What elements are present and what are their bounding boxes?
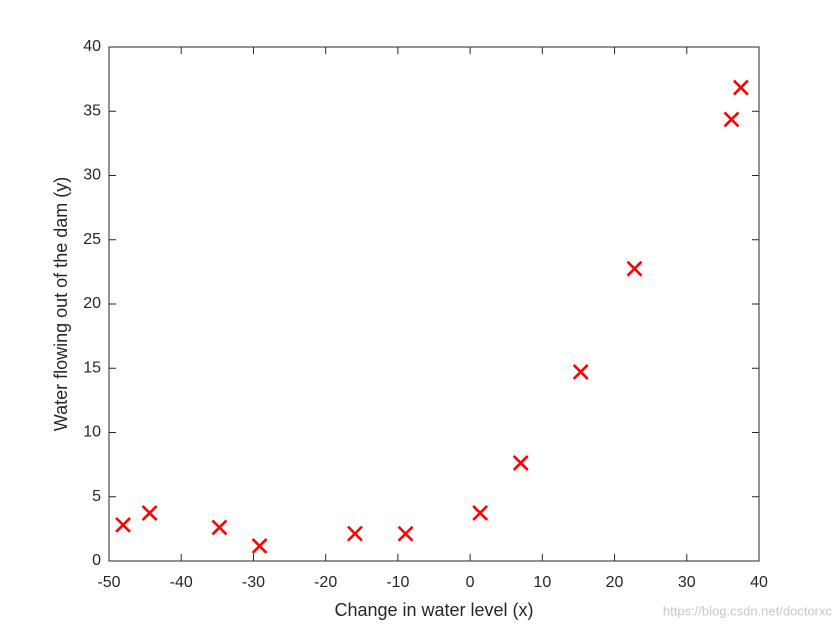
- x-tick-label: -10: [386, 574, 409, 591]
- point: [211, 519, 228, 536]
- x-tick-label: -20: [314, 574, 337, 591]
- x-tick-label: -50: [97, 574, 120, 591]
- x-tick-label: 40: [750, 574, 768, 591]
- y-tick-label: 40: [83, 38, 101, 55]
- point: [572, 364, 589, 380]
- point: [472, 505, 489, 521]
- x-tick-label: 30: [678, 574, 696, 591]
- y-tick-label: 30: [83, 167, 101, 184]
- y-tick-label: 5: [92, 488, 101, 505]
- x-tick-label: -30: [242, 574, 265, 591]
- y-tick-label: 20: [83, 295, 101, 312]
- x-tick-label: -40: [170, 574, 193, 591]
- y-tick-label: 15: [83, 359, 101, 376]
- y-axis-label: Water flowing out of the dam (y): [51, 177, 71, 431]
- point: [115, 516, 131, 533]
- y-tick-label: 35: [83, 102, 101, 119]
- point: [723, 111, 740, 128]
- x-tick-label: 0: [466, 574, 475, 591]
- y-tick-label: 10: [83, 424, 101, 441]
- point: [512, 455, 529, 471]
- point: [251, 538, 268, 554]
- point: [397, 525, 414, 542]
- x-tick-label: 20: [606, 574, 624, 591]
- x-tick-label: 10: [533, 574, 551, 591]
- x-axis-label: Change in water level (x): [334, 600, 533, 620]
- point: [626, 260, 643, 277]
- y-tick-label: 0: [92, 552, 101, 569]
- y-tick-label: 25: [83, 231, 101, 248]
- plot-area: [108, 46, 760, 562]
- watermark: https://blog.csdn.net/doctorxc: [663, 603, 833, 618]
- point: [347, 525, 363, 542]
- point: [141, 505, 158, 521]
- point: [732, 79, 749, 96]
